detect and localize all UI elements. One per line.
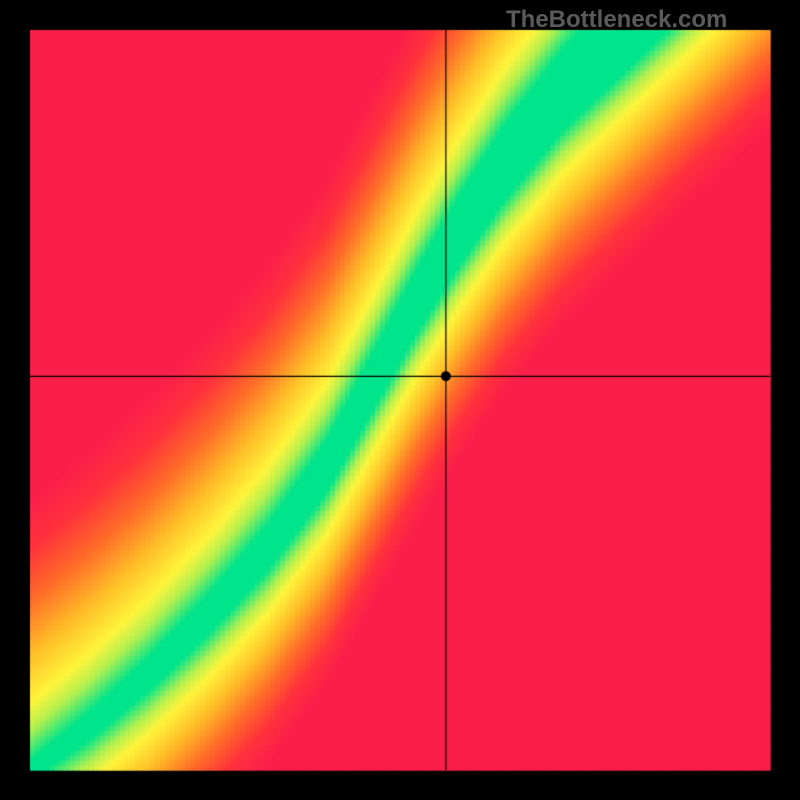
bottleneck-heatmap: [0, 0, 800, 800]
watermark-text: TheBottleneck.com: [506, 6, 727, 34]
chart-container: TheBottleneck.com: [0, 0, 800, 800]
